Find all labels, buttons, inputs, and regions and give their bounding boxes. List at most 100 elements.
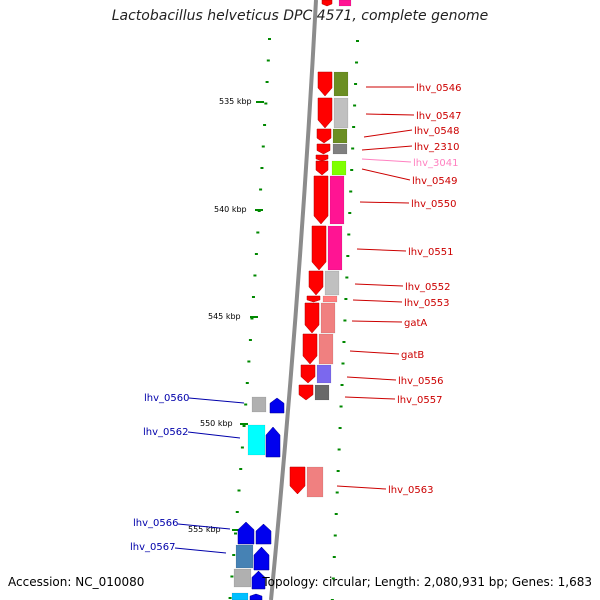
gene-color-block[interactable]	[338, 0, 352, 7]
gene-color-block[interactable]	[333, 71, 349, 97]
label-leader-line	[177, 523, 231, 530]
gene-arrow-reverse[interactable]	[289, 466, 306, 495]
gene-label-lhv_0550[interactable]: lhv_0550	[411, 199, 456, 210]
gene-label-lhv_0551[interactable]: lhv_0551	[408, 247, 453, 258]
gene-label-lhv_0562[interactable]: lhv_0562	[143, 427, 188, 438]
gene-label-gatb[interactable]: gatB	[401, 350, 424, 361]
gene-arrow-reverse[interactable]	[317, 97, 333, 129]
gene-arrow-reverse[interactable]	[306, 295, 321, 303]
gene-label-lhv_0553[interactable]: lhv_0553	[404, 298, 449, 309]
gene-color-block[interactable]	[324, 270, 340, 296]
label-leader-line	[361, 158, 412, 163]
gene-color-block[interactable]	[235, 544, 254, 569]
gene-label-lhv_0552[interactable]: lhv_0552	[405, 282, 450, 293]
gene-color-block[interactable]	[320, 302, 336, 334]
label-leader-line	[174, 547, 227, 554]
gene-label-lhv_0563[interactable]: lhv_0563	[388, 485, 433, 496]
gene-label-lhv_0548[interactable]: lhv_0548	[414, 126, 459, 137]
gene-color-block[interactable]	[251, 396, 267, 413]
gene-color-block[interactable]	[333, 97, 349, 129]
label-leader-line	[365, 113, 415, 116]
gene-label-lhv_0566[interactable]: lhv_0566	[133, 518, 178, 529]
gene-arrow-reverse[interactable]	[311, 225, 327, 271]
gene-color-block[interactable]	[314, 384, 330, 401]
kbp-label: 535 kbp	[219, 97, 252, 106]
tick-mark	[339, 405, 343, 408]
gene-arrow-reverse[interactable]	[308, 270, 324, 296]
gene-arrow-reverse[interactable]	[315, 160, 329, 176]
gene-color-block[interactable]	[316, 364, 332, 384]
gene-arrow-forward[interactable]	[265, 426, 281, 458]
tick-mark	[237, 489, 241, 492]
label-leader-line	[336, 485, 387, 490]
genome-backbone	[269, 0, 318, 600]
kbp-tick	[232, 529, 240, 531]
tick-mark	[356, 40, 359, 42]
gene-color-block[interactable]	[322, 295, 338, 303]
label-leader-line	[356, 248, 407, 252]
gene-label-lhv_0560[interactable]: lhv_0560	[144, 393, 189, 404]
tick-mark	[247, 360, 251, 363]
tick-mark	[254, 253, 258, 255]
gene-arrow-reverse[interactable]	[317, 71, 333, 97]
gene-arrow-reverse[interactable]	[316, 128, 332, 144]
label-leader-line	[187, 431, 241, 439]
tick-mark	[336, 470, 340, 472]
gene-label-lhv_0567[interactable]: lhv_0567	[130, 542, 175, 553]
gene-arrow-forward[interactable]	[237, 521, 255, 545]
tick-mark	[345, 276, 349, 279]
tick-mark	[347, 233, 351, 236]
gene-label-lhv_3041[interactable]: lhv_3041	[413, 158, 458, 169]
tick-mark	[334, 513, 338, 515]
tick-mark	[352, 126, 356, 128]
gene-arrow-forward[interactable]	[269, 397, 285, 414]
gene-label-lhv_0549[interactable]: lhv_0549	[412, 176, 457, 187]
gene-arrow-reverse[interactable]	[316, 143, 331, 155]
tick-mark	[332, 556, 336, 558]
gene-color-block[interactable]	[331, 160, 347, 176]
tick-mark	[346, 255, 350, 257]
gene-arrow-forward[interactable]	[253, 546, 270, 571]
kbp-tick	[250, 316, 258, 318]
gene-color-block[interactable]	[332, 143, 348, 155]
label-leader-line	[361, 168, 411, 181]
gene-arrow-forward[interactable]	[251, 570, 266, 590]
tick-mark	[245, 382, 249, 384]
tick-mark	[239, 468, 243, 470]
gene-arrow-reverse[interactable]	[321, 0, 333, 7]
gene-arrow-reverse[interactable]	[315, 154, 329, 162]
topology-text: Topology: circular; Length: 2,080,931 bp…	[262, 575, 592, 589]
gene-label-lhv_2310[interactable]: lhv_2310	[414, 142, 459, 153]
gene-color-block[interactable]	[332, 128, 348, 144]
tick-mark	[335, 491, 339, 494]
gene-color-block[interactable]	[327, 225, 343, 271]
gene-label-lhv_0546[interactable]: lhv_0546	[416, 83, 461, 94]
gene-arrow-reverse[interactable]	[298, 384, 314, 401]
gene-color-block[interactable]	[329, 175, 345, 225]
tick-mark	[251, 296, 255, 298]
tick-mark	[253, 274, 257, 277]
gene-color-block[interactable]	[233, 568, 252, 588]
tick-mark	[242, 425, 246, 427]
gene-color-block[interactable]	[231, 592, 249, 600]
gene-label-gata[interactable]: gatA	[404, 318, 427, 329]
gene-arrow-reverse[interactable]	[302, 333, 318, 365]
gene-arrow-forward[interactable]	[249, 593, 263, 600]
gene-color-block[interactable]	[306, 466, 324, 498]
gene-arrow-forward[interactable]	[255, 523, 272, 545]
tick-mark	[244, 403, 248, 406]
tick-mark	[240, 446, 244, 449]
gene-label-lhv_0557[interactable]: lhv_0557	[397, 395, 442, 406]
tick-mark	[268, 38, 271, 40]
gene-arrow-reverse[interactable]	[304, 302, 320, 334]
tick-mark	[354, 83, 358, 85]
label-leader-line	[351, 320, 403, 323]
gene-label-lhv_0547[interactable]: lhv_0547	[416, 111, 461, 122]
gene-color-block[interactable]	[318, 333, 334, 365]
gene-color-block[interactable]	[247, 424, 266, 456]
gene-arrow-reverse[interactable]	[300, 364, 316, 384]
accession-text: Accession: NC_010080	[8, 575, 145, 589]
gene-arrow-reverse[interactable]	[313, 175, 329, 225]
gene-label-lhv_0556[interactable]: lhv_0556	[398, 376, 443, 387]
